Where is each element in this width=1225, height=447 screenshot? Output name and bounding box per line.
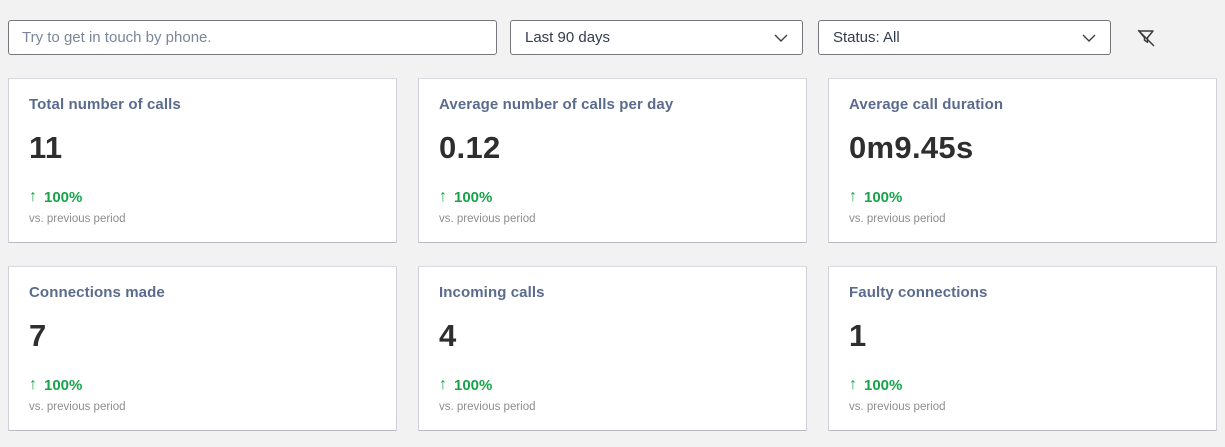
card-delta: ↑ 100% (29, 188, 376, 206)
comparison-note: vs. previous period (439, 213, 536, 225)
kpi-card-connections-made: Connections made 7 ↑ 100% vs. previous p… (8, 266, 397, 431)
delta-value: 100% (454, 376, 493, 394)
card-title: Average number of calls per day (439, 96, 674, 113)
delta-value: 100% (44, 188, 83, 206)
delta-value: 100% (44, 376, 83, 394)
delta-value: 100% (454, 188, 493, 206)
card-delta: ↑ 100% (439, 376, 786, 394)
comparison-note: vs. previous period (29, 401, 126, 413)
status-value: Status: All (833, 29, 900, 46)
filter-off-icon (1137, 29, 1155, 47)
card-value: 0m9.45s (849, 130, 974, 165)
date-range-value: Last 90 days (525, 29, 611, 46)
card-value: 7 (29, 318, 47, 353)
card-value: 1 (849, 318, 867, 353)
comparison-note: vs. previous period (29, 213, 126, 225)
filters-toolbar: Last 90 days Status: All (8, 20, 1217, 55)
up-arrow-icon: ↑ (439, 188, 447, 205)
comparison-note: vs. previous period (849, 401, 946, 413)
card-value: 4 (439, 318, 457, 353)
card-title: Average call duration (849, 96, 1004, 113)
card-value: 0.12 (439, 130, 501, 165)
date-range-select[interactable]: Last 90 days (510, 20, 803, 55)
card-delta: ↑ 100% (849, 188, 1196, 206)
card-value: 11 (29, 130, 63, 165)
chevron-down-icon (774, 34, 788, 42)
kpi-card-total-calls: Total number of calls 11 ↑ 100% vs. prev… (8, 78, 397, 243)
up-arrow-icon: ↑ (29, 376, 37, 393)
card-title: Incoming calls (439, 284, 545, 301)
kpi-grid: Total number of calls 11 ↑ 100% vs. prev… (8, 78, 1217, 431)
chevron-down-icon (1082, 34, 1096, 42)
search-input[interactable] (8, 20, 497, 55)
card-title: Faulty connections (849, 284, 988, 301)
card-title: Connections made (29, 284, 165, 301)
up-arrow-icon: ↑ (849, 376, 857, 393)
card-delta: ↑ 100% (29, 376, 376, 394)
clear-filters-button[interactable] (1131, 23, 1161, 53)
status-select[interactable]: Status: All (818, 20, 1111, 55)
kpi-card-avg-call-duration: Average call duration 0m9.45s ↑ 100% vs.… (828, 78, 1217, 243)
kpi-card-incoming-calls: Incoming calls 4 ↑ 100% vs. previous per… (418, 266, 807, 431)
up-arrow-icon: ↑ (439, 376, 447, 393)
delta-value: 100% (864, 188, 903, 206)
comparison-note: vs. previous period (439, 401, 536, 413)
card-delta: ↑ 100% (849, 376, 1196, 394)
kpi-card-avg-calls-per-day: Average number of calls per day 0.12 ↑ 1… (418, 78, 807, 243)
kpi-card-faulty-connections: Faulty connections 1 ↑ 100% vs. previous… (828, 266, 1217, 431)
dashboard-page: Last 90 days Status: All Total number of… (8, 20, 1217, 431)
up-arrow-icon: ↑ (29, 188, 37, 205)
delta-value: 100% (864, 376, 903, 394)
card-title: Total number of calls (29, 96, 181, 113)
up-arrow-icon: ↑ (849, 188, 857, 205)
comparison-note: vs. previous period (849, 213, 946, 225)
card-delta: ↑ 100% (439, 188, 786, 206)
